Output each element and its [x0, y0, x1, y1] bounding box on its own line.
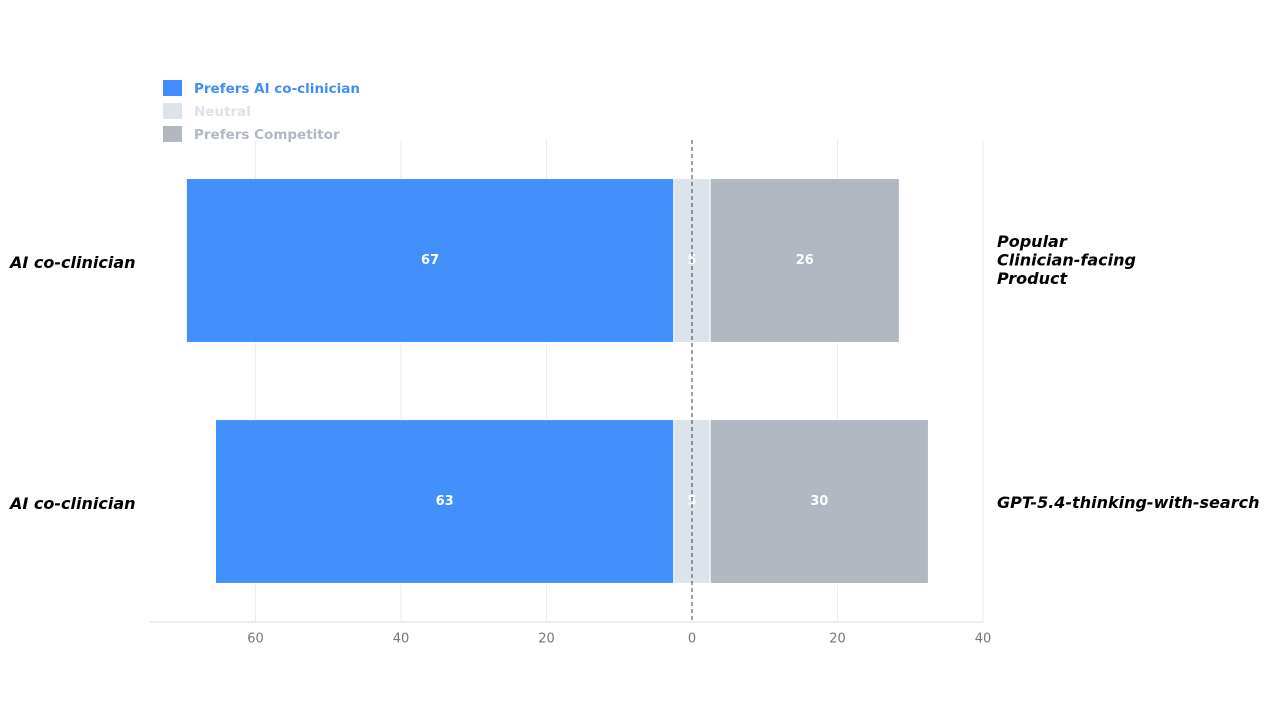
value-label: 67 — [421, 253, 439, 268]
legend-swatch — [163, 103, 182, 119]
x-tick-label: 40 — [975, 632, 992, 647]
legend-swatch — [163, 126, 182, 142]
value-label: 26 — [796, 253, 814, 268]
bar-segment — [709, 178, 900, 343]
bar-segment — [709, 419, 929, 584]
x-tick-label: 40 — [393, 632, 410, 647]
left-label: AI co-clinician — [8, 494, 136, 513]
left-label: AI co-clinician — [8, 253, 136, 272]
right-label-line: Clinician-facing — [997, 250, 1136, 269]
x-tick-label: 20 — [538, 632, 555, 647]
legend-label: Neutral — [194, 104, 251, 120]
legend-label: Prefers Competitor — [194, 127, 340, 143]
value-label: 63 — [436, 494, 454, 509]
right-label: Popular Clinician-facing Product — [997, 232, 1136, 288]
legend-label: Prefers AI co-clinician — [194, 81, 360, 97]
right-label: GPT-5.4-thinking-with-search — [997, 493, 1259, 512]
bar-segment — [185, 178, 675, 343]
x-tick-label: 0 — [688, 632, 696, 647]
bar-segment — [214, 419, 675, 584]
x-tick-label: 20 — [829, 632, 846, 647]
value-label: 5 — [687, 494, 696, 509]
legend-swatch — [163, 80, 182, 96]
x-tick-label: 60 — [247, 632, 264, 647]
right-label-line: Product — [997, 269, 1068, 288]
right-label-line: Popular — [997, 232, 1068, 251]
value-label: 30 — [810, 494, 828, 509]
